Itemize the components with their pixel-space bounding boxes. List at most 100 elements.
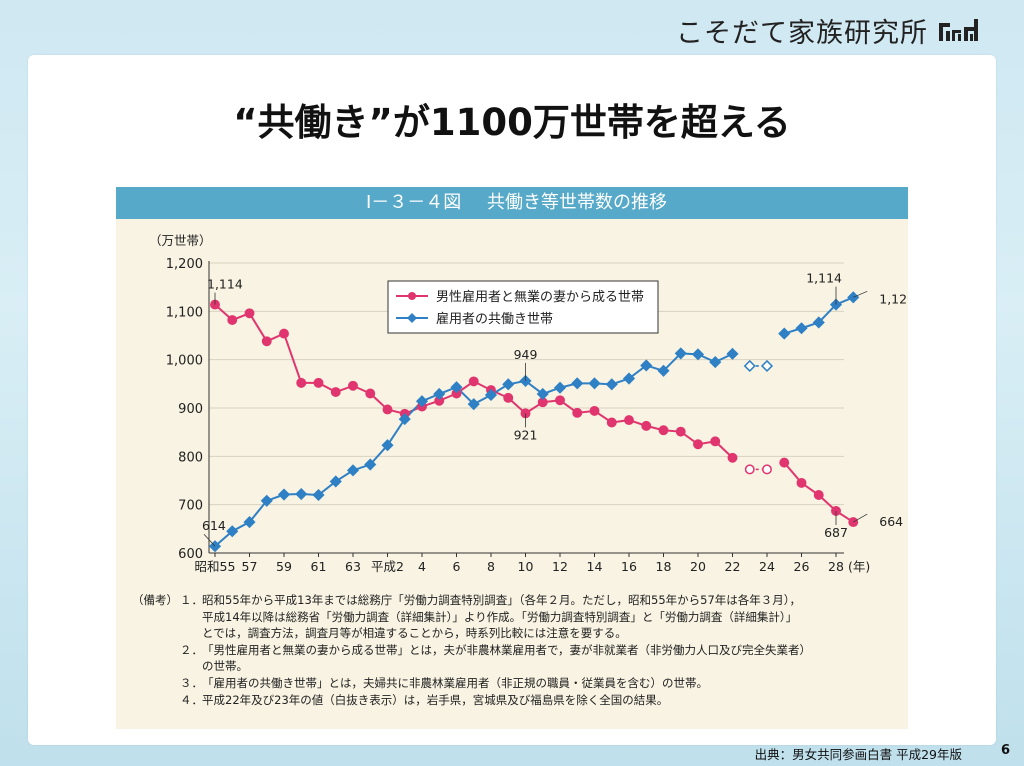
- x-tick-label: 26: [794, 559, 810, 574]
- annotation-leader: [853, 513, 868, 523]
- data-point: [796, 477, 807, 488]
- source-citation: 出典：男女共同参画白書 平成29年版: [754, 747, 962, 762]
- data-point: [710, 436, 721, 447]
- data-point: [502, 378, 515, 391]
- data-point: [346, 464, 360, 477]
- data-point: [674, 347, 687, 360]
- legend-marker: [407, 313, 417, 323]
- y-axis-label: （万世帯）: [149, 233, 212, 248]
- data-point: [640, 359, 653, 372]
- data-point: [348, 380, 358, 391]
- figure-number: Ⅰ－３－４図: [366, 192, 462, 213]
- note-label: [132, 625, 180, 642]
- data-point: [381, 439, 394, 452]
- data-point: [260, 494, 273, 507]
- legend-label: 雇用者の共働き世帯: [436, 311, 553, 327]
- data-point: [415, 395, 429, 408]
- x-tick-label: 10: [518, 559, 534, 574]
- data-point: [622, 372, 636, 385]
- slide-title: “共働き”が1100万世帯を超える: [233, 101, 791, 144]
- data-point: [641, 420, 652, 431]
- page-number: 6: [1000, 743, 1010, 758]
- data-point: [261, 336, 272, 347]
- x-tick-label: 57: [242, 559, 258, 574]
- data-point: [762, 464, 772, 475]
- note-line: とでは，調査方法，調査月等が相違することから，時系列比較には注意を要する。: [132, 625, 892, 642]
- note-line: ２． 「男性雇用者と無業の妻から成る世帯」とは，夫が非農林業雇用者で，妻が非就業者…: [132, 642, 892, 659]
- note-line: ３． 「雇用者の共働き世帯」とは，夫婦共に非農林業雇用者（非正規の職員・従業員を含…: [132, 675, 892, 692]
- data-point: [243, 516, 256, 529]
- data-point: [691, 348, 705, 361]
- data-point: [606, 417, 617, 428]
- data-point: [589, 405, 600, 416]
- data-point: [227, 315, 238, 325]
- note-text: 平成14年以降は総務省「労働力調査（詳細集計）」より作成。「労働力調査特別調査」…: [202, 609, 798, 624]
- data-point: [727, 452, 738, 463]
- data-point: [503, 392, 514, 403]
- data-point: [226, 525, 239, 538]
- data-label: 1,129: [879, 291, 908, 306]
- note-text: とでは，調査方法，調査月等が相違することから，時系列比較には注意を要する。: [202, 626, 627, 641]
- x-tick-label: 59: [276, 559, 292, 574]
- x-axis-unit: (年): [848, 559, 870, 574]
- annotation-leader: [853, 290, 868, 298]
- data-point: [330, 387, 341, 398]
- note-text: 昭和55年から平成13年までは総務庁「労働力調査特別調査」（各年２月。ただし，昭…: [202, 593, 802, 607]
- data-point: [813, 490, 824, 500]
- note-number: １．: [180, 593, 203, 607]
- family-houses-icon: [939, 19, 978, 41]
- note-number: [180, 658, 202, 675]
- note-line: （備考） １． 昭和55年から平成13年までは総務庁「労働力調査特別調査」（各年２月…: [132, 592, 892, 609]
- data-point: [709, 356, 722, 369]
- data-point: [296, 377, 307, 388]
- brand-name: こそだて家族研究所: [676, 17, 928, 49]
- y-tick-label: 900: [178, 402, 203, 417]
- figure-header: Ⅰ－３－４図 共働き等世帯数の推移: [116, 187, 908, 219]
- data-point: [312, 488, 325, 502]
- figure-notes: （備考） １． 昭和55年から平成13年までは総務庁「労働力調査特別調査」（各年２月…: [132, 592, 892, 708]
- line-chart: 600 700 800 900 1,000 1,100 1,200 （万世帯） 昭和55 57 59…: [149, 233, 908, 574]
- data-point: [364, 458, 377, 471]
- data-point: [398, 413, 411, 426]
- data-label: 921: [514, 427, 538, 442]
- y-tick-label: 600: [178, 547, 203, 562]
- data-point: [519, 374, 532, 387]
- x-tick-label: 6: [453, 559, 461, 574]
- y-tick-label: 1,100: [166, 305, 203, 320]
- x-tick-label: 61: [311, 559, 327, 574]
- data-point: [553, 381, 567, 394]
- x-tick-label: 16: [621, 559, 637, 574]
- x-tick-label: 20: [690, 559, 706, 574]
- legend-box: [387, 280, 659, 334]
- y-tick-label: 800: [178, 450, 203, 465]
- data-point: [313, 377, 324, 388]
- note-label: [132, 692, 180, 709]
- data-point: [555, 395, 565, 406]
- brand-logo: こそだて家族研究所: [676, 12, 980, 49]
- data-point: [450, 381, 463, 394]
- note-label: [132, 642, 180, 659]
- note-number: [180, 609, 202, 626]
- x-tick-label: 63: [345, 559, 361, 574]
- data-point: [726, 347, 739, 360]
- note-label: [132, 658, 180, 675]
- x-tick-label: 平成2: [371, 559, 404, 574]
- x-tick-label: 18: [656, 559, 672, 574]
- data-point: [382, 404, 393, 415]
- data-point: [467, 398, 480, 411]
- legend-label: 男性雇用者と無業の妻から成る世帯: [436, 289, 644, 305]
- x-tick-label: 8: [487, 559, 495, 574]
- data-point: [279, 328, 289, 339]
- x-tick-label: 24: [759, 559, 775, 574]
- data-point: [365, 388, 376, 399]
- data-point: [536, 387, 549, 401]
- data-point: [779, 457, 790, 468]
- x-tick-label: 12: [552, 559, 568, 574]
- data-point: [795, 322, 808, 335]
- note-text: 平成22年及び23年の値（白抜き表示）は，岩手県，宮城県及び福島県を除く全国の結…: [202, 692, 669, 707]
- data-point: [244, 308, 255, 319]
- note-number: ４．: [180, 692, 203, 707]
- data-point: [624, 415, 634, 426]
- data-label: 949: [514, 347, 538, 362]
- annotation-leader: [203, 533, 216, 547]
